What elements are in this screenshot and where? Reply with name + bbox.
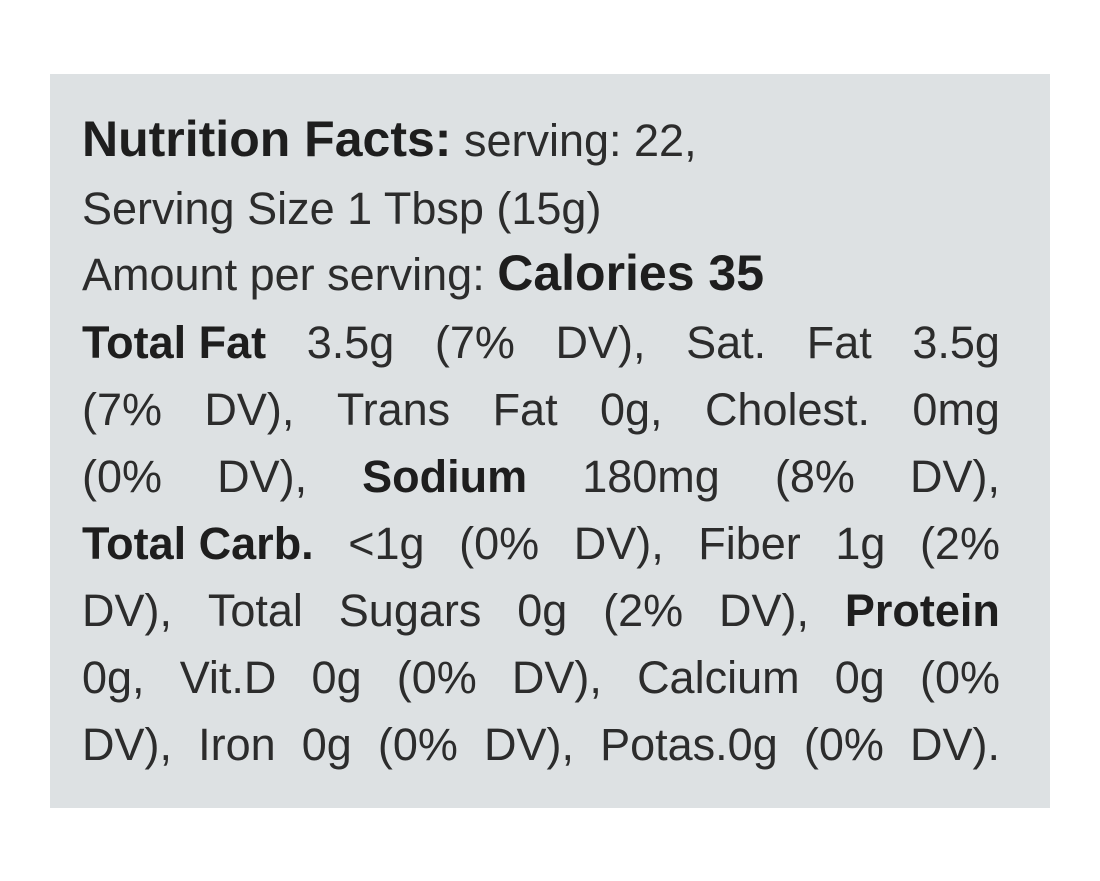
servings-per-container: serving: 22, (463, 115, 697, 166)
amount-per-serving: Amount per serving: (82, 249, 485, 300)
nutrient-line-1: Total Fat 3.5g (7% DV), Sat. Fat 3.5g (82, 317, 1000, 368)
title-line: Nutrition Facts: serving: 22, (82, 114, 697, 164)
serving-size-line: Serving Size 1 Tbsp (15g) (82, 183, 602, 234)
total-fat-label: Total Fat (82, 317, 267, 368)
nutrient-line-4: Total Carb. <1g (0% DV), Fiber 1g (2% (82, 518, 1000, 569)
protein-label: Protein (844, 585, 1000, 636)
nutrient-line-7: DV), Iron 0g (0% DV), Potas.0g (0% DV). (82, 719, 1000, 770)
calories-line: Amount per serving: Calories 35 (82, 248, 764, 298)
nutrition-label: Nutrition Facts: serving: 22, Serving Si… (50, 74, 1050, 808)
total-carb-label: Total Carb. (82, 518, 314, 569)
calories-value: Calories 35 (497, 245, 765, 301)
nutrient-line-6: 0g, Vit.D 0g (0% DV), Calcium 0g (0% (82, 652, 1000, 703)
nutrient-line-3: (0% DV), Sodium 180mg (8% DV), (82, 451, 1000, 502)
nutrition-facts-title: Nutrition Facts: (82, 111, 452, 167)
nutrient-line-2: (7% DV), Trans Fat 0g, Cholest. 0mg (82, 384, 1000, 435)
sodium-label: Sodium (362, 451, 528, 502)
nutrient-line-5: DV), Total Sugars 0g (2% DV), Protein (82, 585, 1000, 636)
